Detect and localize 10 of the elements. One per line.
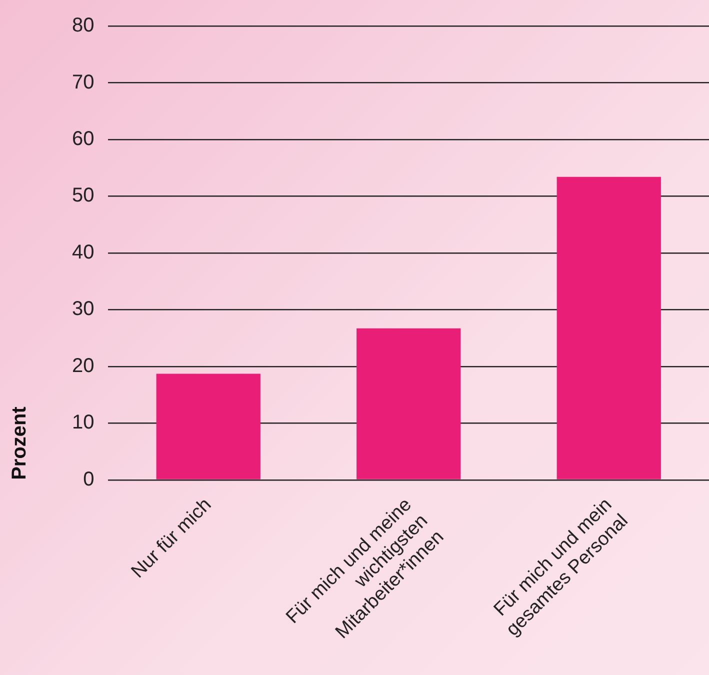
y-tick-label: 60 xyxy=(72,128,94,150)
y-axis-title: Prozent xyxy=(8,406,31,480)
y-tick-label: 20 xyxy=(72,354,94,377)
y-tick-label: 10 xyxy=(72,412,94,434)
y-tick-label: 80 xyxy=(72,14,94,37)
y-tick-label: 70 xyxy=(72,71,94,94)
y-tick-label: 40 xyxy=(72,241,94,264)
y-tick-label: 50 xyxy=(72,184,94,207)
y-tick-label: 30 xyxy=(72,298,94,320)
y-tick-label: 0 xyxy=(83,468,94,490)
